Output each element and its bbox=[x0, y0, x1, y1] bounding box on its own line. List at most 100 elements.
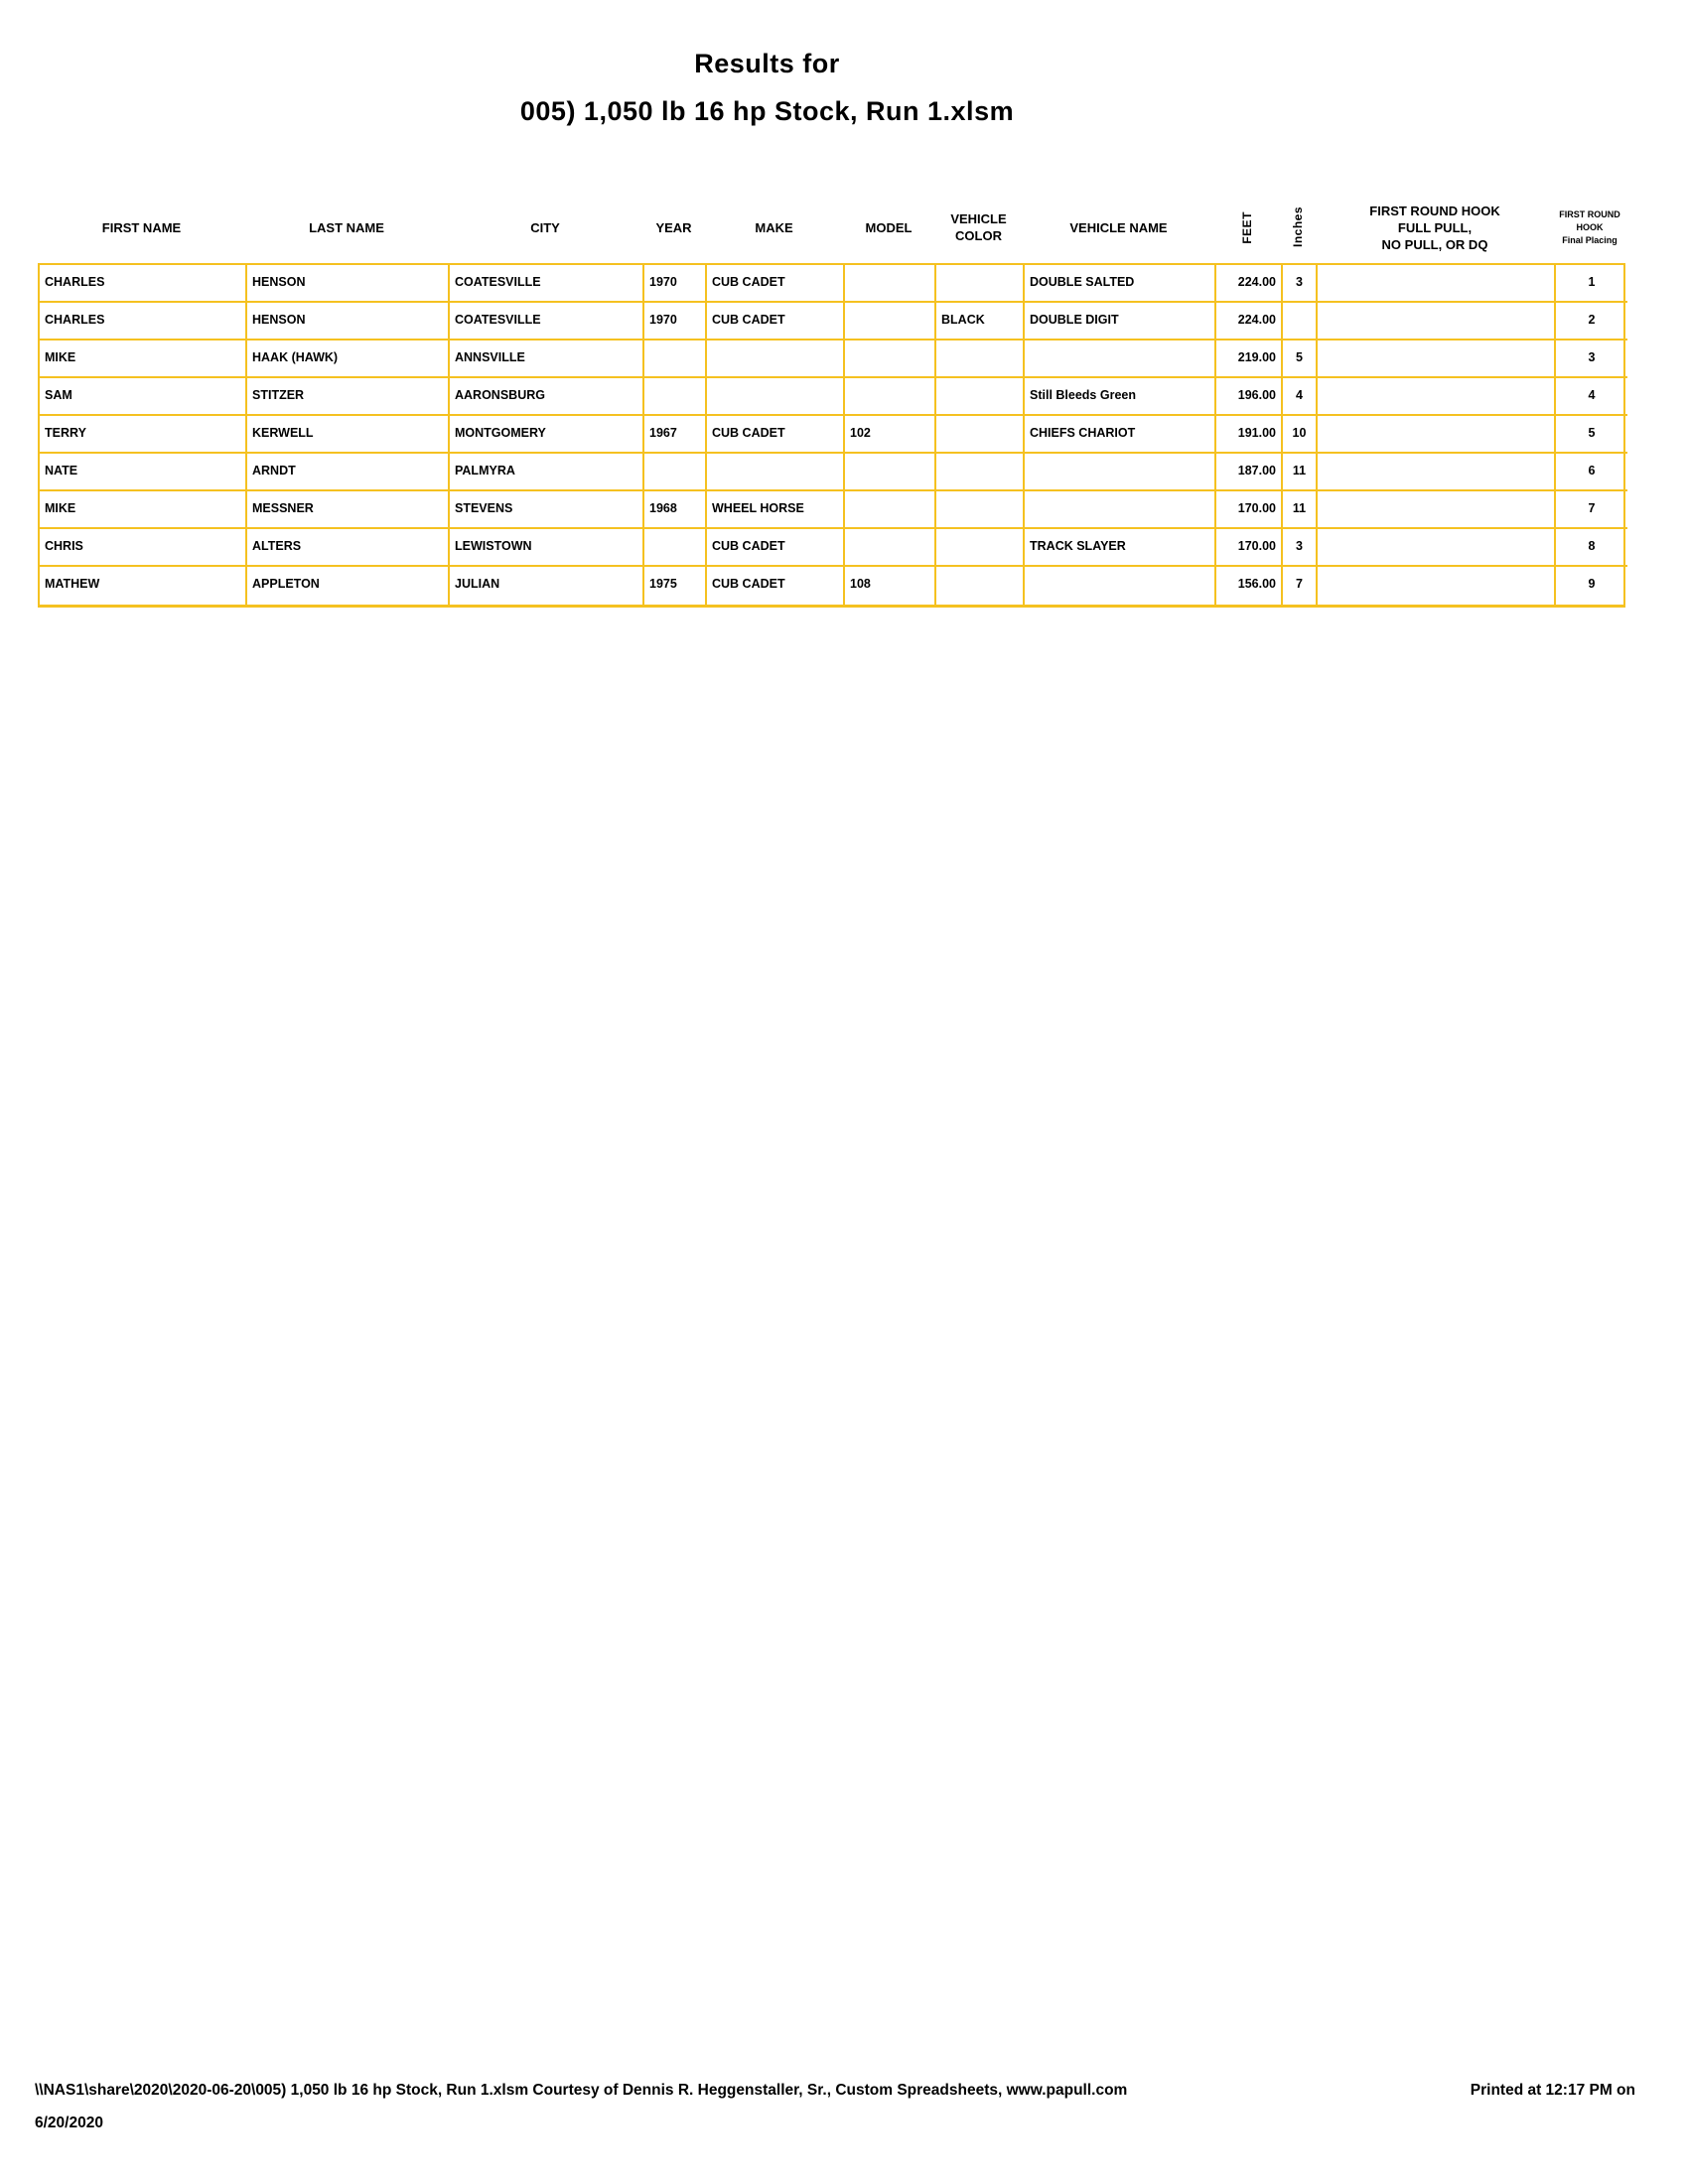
cell-vehicle-name bbox=[1025, 491, 1216, 529]
cell-vehicle-name: TRACK SLAYER bbox=[1025, 529, 1216, 567]
cell-year: 1968 bbox=[644, 491, 707, 529]
column-header-make: MAKE bbox=[705, 192, 843, 263]
cell-make: WHEEL HORSE bbox=[707, 491, 845, 529]
cell-make: CUB CADET bbox=[707, 416, 845, 454]
table-header-row: FIRST NAME LAST NAME CITY YEAR MAKE MODEL VEHI… bbox=[38, 192, 1625, 263]
column-header-hook: FIRST ROUND HOOK FULL PULL, NO PULL, OR … bbox=[1316, 192, 1554, 263]
cell-hook bbox=[1318, 341, 1556, 378]
footer-printed-date: 6/20/2020 bbox=[35, 2115, 103, 2131]
column-header-label: MAKE bbox=[755, 219, 793, 235]
cell-city: PALMYRA bbox=[450, 454, 644, 491]
cell-vehicle-name bbox=[1025, 341, 1216, 378]
cell-hook bbox=[1318, 303, 1556, 341]
cell-feet: 170.00 bbox=[1216, 491, 1283, 529]
cell-vehicle-color bbox=[936, 529, 1025, 567]
cell-model bbox=[845, 529, 936, 567]
cell-first-name: MIKE bbox=[40, 491, 247, 529]
cell-make: CUB CADET bbox=[707, 303, 845, 341]
cell-last-name: HAAK (HAWK) bbox=[247, 341, 450, 378]
cell-last-name: STITZER bbox=[247, 378, 450, 416]
column-header-label: YEAR bbox=[655, 219, 692, 235]
table-row: CHARLES HENSON COATESVILLE 1970 CUB CADET DOU… bbox=[40, 265, 1627, 303]
cell-vehicle-name bbox=[1025, 567, 1216, 605]
cell-vehicle-color bbox=[936, 265, 1025, 303]
cell-hook bbox=[1318, 454, 1556, 491]
cell-first-name: TERRY bbox=[40, 416, 247, 454]
cell-placing: 1 bbox=[1556, 265, 1627, 303]
cell-vehicle-name: DOUBLE SALTED bbox=[1025, 265, 1216, 303]
cell-city: AARONSBURG bbox=[450, 378, 644, 416]
cell-feet: 224.00 bbox=[1216, 303, 1283, 341]
cell-placing: 4 bbox=[1556, 378, 1627, 416]
cell-city: COATESVILLE bbox=[450, 265, 644, 303]
column-header-label: FIRST NAME bbox=[101, 219, 182, 235]
cell-last-name: HENSON bbox=[247, 303, 450, 341]
column-header-label: FEET bbox=[1240, 210, 1254, 244]
column-header-model: MODEL bbox=[843, 192, 934, 263]
table-row: CHARLES HENSON COATESVILLE 1970 CUB CADET BLA… bbox=[40, 303, 1627, 341]
cell-year: 1970 bbox=[644, 265, 707, 303]
cell-model bbox=[845, 341, 936, 378]
cell-vehicle-color bbox=[936, 416, 1025, 454]
column-header-label: VEHICLE COLOR bbox=[950, 211, 1007, 243]
cell-city: COATESVILLE bbox=[450, 303, 644, 341]
cell-placing: 3 bbox=[1556, 341, 1627, 378]
table-row: MATHEW APPLETON JULIAN 1975 CUB CADET 108 156.… bbox=[40, 567, 1623, 605]
report-title: Results for 005) 1,050 lb 16 hp Stock, R… bbox=[0, 40, 1534, 135]
column-header-first-name: FIRST NAME bbox=[38, 192, 245, 263]
cell-hook bbox=[1318, 491, 1556, 529]
cell-hook bbox=[1318, 567, 1556, 605]
cell-city: MONTGOMERY bbox=[450, 416, 644, 454]
cell-first-name: MIKE bbox=[40, 341, 247, 378]
table-row: SAM STITZER AARONSBURG Still Bleeds Green 19… bbox=[40, 378, 1627, 416]
results-table: CHARLES HENSON COATESVILLE 1970 CUB CADET DOU… bbox=[38, 263, 1627, 608]
cell-model bbox=[845, 378, 936, 416]
cell-feet: 170.00 bbox=[1216, 529, 1283, 567]
cell-first-name: CHARLES bbox=[40, 303, 247, 341]
column-header-label: CITY bbox=[530, 219, 560, 235]
cell-last-name: ARNDT bbox=[247, 454, 450, 491]
cell-model bbox=[845, 265, 936, 303]
column-header-city: CITY bbox=[448, 192, 642, 263]
cell-vehicle-color bbox=[936, 341, 1025, 378]
cell-last-name: MESSNER bbox=[247, 491, 450, 529]
cell-year: 1970 bbox=[644, 303, 707, 341]
report-title-line1: Results for bbox=[694, 49, 840, 78]
cell-inches: 4 bbox=[1283, 378, 1318, 416]
cell-year: 1967 bbox=[644, 416, 707, 454]
cell-feet: 224.00 bbox=[1216, 265, 1283, 303]
cell-make bbox=[707, 454, 845, 491]
cell-make: CUB CADET bbox=[707, 265, 845, 303]
column-header-vehicle-name: VEHICLE NAME bbox=[1023, 192, 1214, 263]
cell-feet: 191.00 bbox=[1216, 416, 1283, 454]
column-header-placing: FIRST ROUND HOOK Final Placing bbox=[1554, 192, 1625, 263]
cell-city: LEWISTOWN bbox=[450, 529, 644, 567]
cell-first-name: CHARLES bbox=[40, 265, 247, 303]
cell-placing: 6 bbox=[1556, 454, 1627, 491]
cell-placing: 5 bbox=[1556, 416, 1627, 454]
cell-inches: 11 bbox=[1283, 491, 1318, 529]
footer-file-path: \\NAS1\share\2020\2020-06-20\005) 1,050 … bbox=[35, 2082, 1128, 2099]
cell-hook bbox=[1318, 265, 1556, 303]
cell-placing: 8 bbox=[1556, 529, 1627, 567]
column-header-label: LAST NAME bbox=[309, 219, 384, 235]
cell-feet: 187.00 bbox=[1216, 454, 1283, 491]
column-header-year: YEAR bbox=[642, 192, 705, 263]
cell-make bbox=[707, 378, 845, 416]
cell-last-name: ALTERS bbox=[247, 529, 450, 567]
cell-feet: 196.00 bbox=[1216, 378, 1283, 416]
cell-vehicle-name bbox=[1025, 454, 1216, 491]
cell-last-name: HENSON bbox=[247, 265, 450, 303]
cell-inches: 11 bbox=[1283, 454, 1318, 491]
cell-hook bbox=[1318, 416, 1556, 454]
column-header-label: MODEL bbox=[865, 219, 913, 235]
cell-year bbox=[644, 378, 707, 416]
cell-city: JULIAN bbox=[450, 567, 644, 605]
column-header-inches: Inches bbox=[1281, 192, 1316, 263]
cell-vehicle-color bbox=[936, 567, 1025, 605]
cell-vehicle-color bbox=[936, 454, 1025, 491]
page-footer: \\NAS1\share\2020\2020-06-20\005) 1,050 … bbox=[35, 2081, 1635, 2133]
column-header-vehicle-color: VEHICLE COLOR bbox=[934, 192, 1023, 263]
cell-vehicle-name: DOUBLE DIGIT bbox=[1025, 303, 1216, 341]
